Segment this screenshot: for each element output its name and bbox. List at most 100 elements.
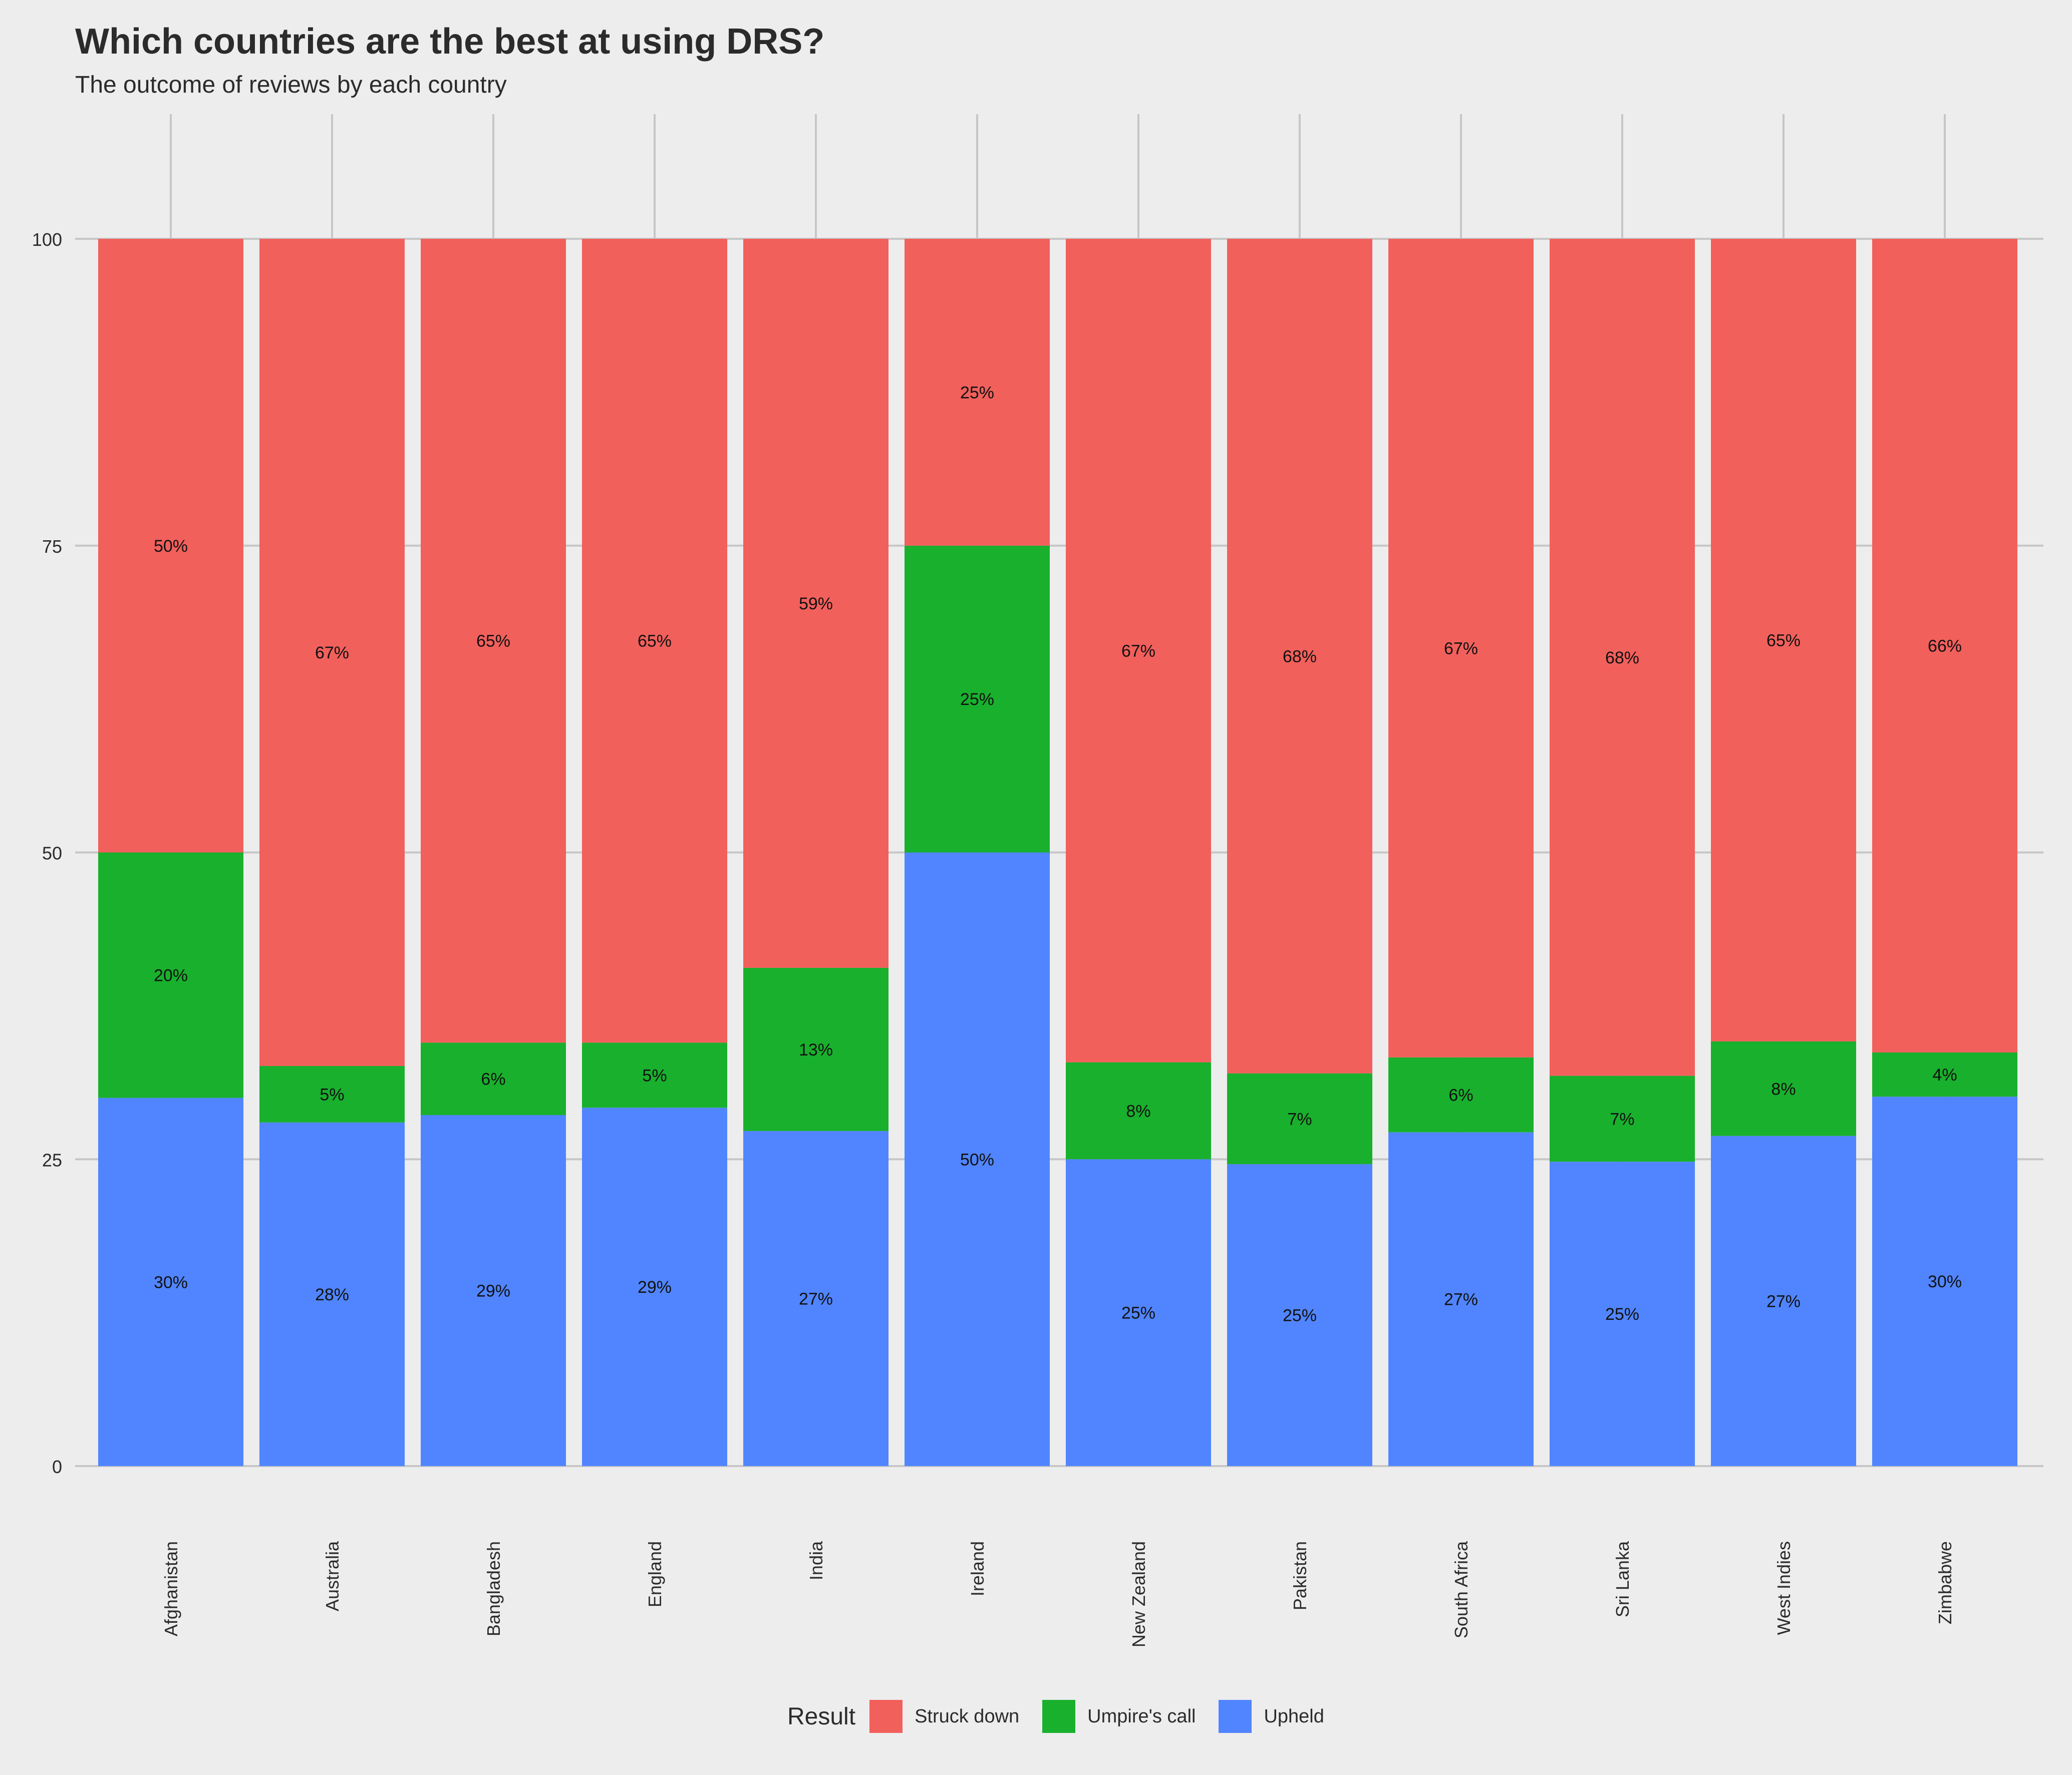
data-label-england-struck-down: 65% [638, 632, 672, 651]
x-tick-label-south-africa: South Africa [1451, 1541, 1471, 1638]
bar-zimbabwe-struck-down [1872, 239, 2017, 1053]
bar-england-upheld [582, 1108, 727, 1466]
bar-west-indies-umpire-s-call [1711, 1041, 1856, 1136]
data-label-england-umpire-s-call: 5% [642, 1066, 667, 1085]
legend-swatch-upheld [1219, 1700, 1252, 1733]
chart-subtitle: The outcome of reviews by each country [75, 72, 507, 98]
x-tick-label-zimbabwe: Zimbabwe [1935, 1541, 1955, 1624]
x-tick-label-india: India [806, 1541, 826, 1580]
bar-ireland-struck-down [905, 239, 1050, 546]
data-label-ireland-struck-down: 25% [960, 383, 994, 402]
bar-england-struck-down [582, 239, 727, 1043]
bar-south-africa-struck-down [1388, 239, 1534, 1057]
data-label-zimbabwe-umpire-s-call: 4% [1932, 1066, 1957, 1085]
legend-swatch-umpires-call [1042, 1700, 1076, 1733]
bar-south-africa-upheld [1388, 1132, 1534, 1466]
bar-australia-umpire-s-call [259, 1066, 405, 1123]
bar-australia-struck-down [259, 239, 405, 1066]
bar-sri-lanka-umpire-s-call [1550, 1076, 1695, 1162]
bar-pakistan-struck-down [1227, 239, 1372, 1074]
data-label-west-indies-struck-down: 65% [1766, 631, 1801, 650]
data-label-sri-lanka-struck-down: 68% [1605, 648, 1639, 667]
bar-pakistan-umpire-s-call [1227, 1073, 1372, 1165]
data-label-pakistan-umpire-s-call: 7% [1287, 1110, 1312, 1129]
bar-new-zealand-umpire-s-call [1066, 1062, 1211, 1160]
bar-australia-upheld [259, 1122, 405, 1466]
bar-west-indies-upheld [1711, 1136, 1856, 1466]
legend: Result Struck down Umpire's call Upheld [787, 1698, 1347, 1734]
data-label-australia-upheld: 28% [315, 1285, 349, 1304]
y-tick-label-25: 25 [42, 1150, 62, 1170]
bar-afghanistan-umpire-s-call [98, 852, 243, 1098]
x-tick-label-ireland: Ireland [967, 1541, 988, 1596]
data-label-south-africa-umpire-s-call: 6% [1448, 1086, 1473, 1105]
legend-title: Result [787, 1703, 856, 1730]
bar-india-upheld [743, 1131, 889, 1466]
bar-new-zealand-struck-down [1066, 239, 1211, 1062]
bar-india-umpire-s-call [743, 967, 889, 1131]
data-label-afghanistan-struck-down: 50% [154, 537, 188, 556]
data-label-new-zealand-umpire-s-call: 8% [1126, 1102, 1150, 1121]
bar-south-africa-umpire-s-call [1388, 1057, 1534, 1133]
data-label-afghanistan-umpire-s-call: 20% [154, 966, 188, 985]
data-label-bangladesh-upheld: 29% [476, 1282, 510, 1301]
data-label-zimbabwe-struck-down: 66% [1928, 637, 1962, 656]
data-label-ireland-umpire-s-call: 25% [960, 690, 994, 709]
bar-england-umpire-s-call [582, 1042, 727, 1108]
data-label-pakistan-struck-down: 68% [1283, 647, 1317, 666]
data-label-pakistan-upheld: 25% [1283, 1306, 1317, 1325]
data-label-afghanistan-upheld: 30% [154, 1273, 188, 1292]
data-label-sri-lanka-upheld: 25% [1605, 1305, 1639, 1324]
data-label-zimbabwe-upheld: 30% [1928, 1272, 1962, 1291]
data-label-sri-lanka-umpire-s-call: 7% [1610, 1110, 1634, 1129]
legend-item-upheld: Upheld [1219, 1700, 1324, 1733]
data-label-england-upheld: 29% [638, 1278, 672, 1297]
data-label-bangladesh-struck-down: 65% [476, 632, 510, 651]
data-label-new-zealand-struck-down: 67% [1121, 641, 1155, 660]
bar-sri-lanka-struck-down [1550, 239, 1695, 1076]
data-label-india-struck-down: 59% [799, 594, 833, 613]
bar-pakistan-upheld [1227, 1164, 1372, 1466]
legend-swatch-struck-down [869, 1700, 903, 1733]
legend-item-struck-down: Struck down [869, 1700, 1019, 1733]
bar-zimbabwe-umpire-s-call [1872, 1052, 2017, 1097]
data-label-india-umpire-s-call: 13% [799, 1040, 833, 1059]
chart-title: Which countries are the best at using DR… [75, 22, 825, 62]
y-tick-label-0: 0 [52, 1457, 62, 1477]
bar-sri-lanka-upheld [1550, 1162, 1695, 1466]
legend-label-struck-down: Struck down [915, 1705, 1020, 1727]
bar-afghanistan-upheld [98, 1098, 243, 1466]
data-label-south-africa-upheld: 27% [1444, 1290, 1478, 1309]
data-label-west-indies-umpire-s-call: 8% [1771, 1080, 1796, 1099]
x-tick-label-australia: Australia [322, 1541, 343, 1611]
bar-zimbabwe-upheld [1872, 1097, 2017, 1466]
x-tick-label-new-zealand: New Zealand [1128, 1541, 1149, 1647]
data-label-new-zealand-upheld: 25% [1121, 1304, 1155, 1323]
y-tick-label-50: 50 [42, 843, 62, 864]
bar-new-zealand-upheld [1066, 1159, 1211, 1466]
x-tick-label-afghanistan: Afghanistan [161, 1541, 181, 1636]
bar-ireland-upheld [905, 852, 1050, 1466]
bar-india-struck-down [743, 239, 889, 968]
y-tick-label-75: 75 [42, 536, 62, 557]
data-label-australia-struck-down: 67% [315, 643, 349, 662]
legend-label-umpires-call: Umpire's call [1087, 1705, 1196, 1727]
legend-item-umpires-call: Umpire's call [1042, 1700, 1196, 1733]
bar-west-indies-struck-down [1711, 239, 1856, 1041]
x-tick-label-england: England [645, 1541, 665, 1607]
bar-ireland-umpire-s-call [905, 545, 1050, 853]
data-label-west-indies-upheld: 27% [1766, 1292, 1801, 1311]
bar-bangladesh-umpire-s-call [421, 1042, 566, 1116]
x-tick-label-sri-lanka: Sri Lanka [1612, 1541, 1633, 1617]
bar-bangladesh-struck-down [421, 239, 566, 1043]
data-label-bangladesh-umpire-s-call: 6% [481, 1070, 505, 1089]
data-label-ireland-upheld: 50% [960, 1150, 994, 1169]
y-tick-label-100: 100 [32, 229, 62, 250]
bar-bangladesh-upheld [421, 1115, 566, 1466]
x-tick-label-pakistan: Pakistan [1290, 1541, 1310, 1610]
x-tick-label-bangladesh: Bangladesh [483, 1541, 504, 1636]
bar-afghanistan-struck-down [98, 239, 243, 853]
data-label-australia-umpire-s-call: 5% [320, 1085, 344, 1104]
data-label-india-upheld: 27% [799, 1289, 833, 1308]
